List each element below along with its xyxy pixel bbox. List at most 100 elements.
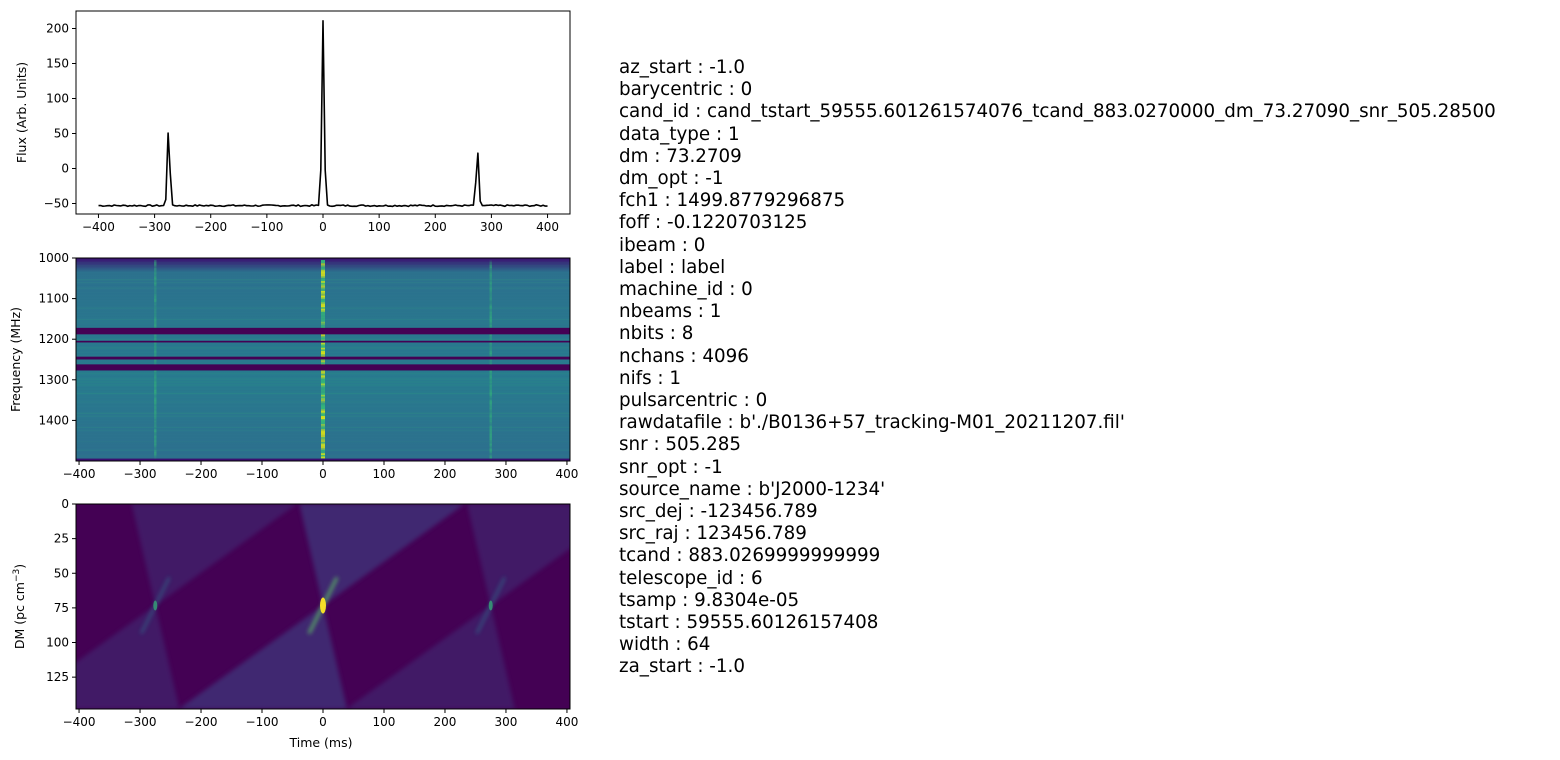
frequency-pulse-streak xyxy=(321,349,325,353)
frequency-pulse-streak xyxy=(154,302,157,306)
parameter-line: tstart : 59555.60126157408 xyxy=(619,612,879,634)
frequency-pulse-streak xyxy=(489,438,492,442)
frequency-pulse-streak xyxy=(321,445,325,449)
frequency-pulse-streak xyxy=(321,380,325,384)
frequency-pulse-streak xyxy=(489,450,492,454)
frequency-pulse-streak xyxy=(489,456,492,460)
frequency-pulse-streak xyxy=(489,420,492,425)
frequency-pulse-streak xyxy=(489,453,492,457)
parameter-line: dm : 73.2709 xyxy=(619,145,742,167)
frequency-pulse-streak xyxy=(321,427,325,431)
parameter-line: dm_opt : -1 xyxy=(619,168,724,190)
frequency-pulse-streak xyxy=(154,427,157,431)
frequency-pulse-streak xyxy=(321,417,325,421)
frequency-pulse-streak xyxy=(154,342,157,347)
frequency-channel-row xyxy=(76,401,570,403)
frequency-x-tick-label: −100 xyxy=(246,467,279,481)
frequency-pulse-streak xyxy=(321,342,325,347)
frequency-pulse-streak xyxy=(489,424,492,428)
frequency-pulse-streak xyxy=(321,383,325,387)
frequency-pulse-streak xyxy=(489,440,492,444)
timeseries-x-tick-label: 400 xyxy=(536,220,559,234)
frequency-pulse-streak xyxy=(154,456,157,460)
frequency-pulse-streak xyxy=(321,454,325,459)
frequency-pulse-streak xyxy=(489,341,492,345)
frequency-pulse-streak xyxy=(321,448,325,452)
frequency-pulse-streak xyxy=(154,260,157,264)
frequency-pulse-streak xyxy=(154,300,157,304)
frequency-pulse-streak xyxy=(489,261,492,265)
timeseries-y-tick-label: 100 xyxy=(46,92,69,106)
frequency-pulse-streak xyxy=(321,263,325,267)
frequency-pulse-streak xyxy=(489,432,492,436)
frequency-pulse-streak xyxy=(154,399,157,403)
frequency-pulse-streak xyxy=(154,430,157,434)
frequency-pulse-streak xyxy=(489,414,492,418)
parameter-line: nchans : 4096 xyxy=(619,345,749,367)
frequency-pulse-streak xyxy=(489,445,492,449)
frequency-pulse-streak xyxy=(154,424,157,428)
dm-ylabel-sup: −3 xyxy=(12,569,22,582)
frequency-pulse-streak xyxy=(154,352,157,356)
timeseries-x-tick-label: 300 xyxy=(480,220,503,234)
frequency-pulse-streak xyxy=(154,313,157,317)
frequency-pulse-streak xyxy=(321,344,325,348)
frequency-pulse-streak xyxy=(154,287,157,291)
frequency-pulse-streak xyxy=(489,289,492,293)
frequency-pulse-streak xyxy=(321,385,325,389)
frequency-pulse-streak xyxy=(154,435,157,439)
frequency-pulse-streak xyxy=(321,424,325,428)
timeseries-y-ticks: −50 0 50 100 150 200 xyxy=(44,22,76,211)
frequency-pulse-streak xyxy=(154,450,157,454)
frequency-pulse-streak xyxy=(154,448,157,452)
frequency-x-tick-label: 400 xyxy=(555,467,578,481)
frequency-pulse-streak xyxy=(321,286,325,290)
parameter-line: tsamp : 9.8304e-05 xyxy=(619,589,800,611)
frequency-pulse-streak xyxy=(321,260,325,264)
frequency-pulse-streak xyxy=(321,428,325,433)
parameter-line: nifs : 1 xyxy=(619,367,682,389)
frequency-pulse-streak xyxy=(154,401,157,405)
frequency-pulse-streak xyxy=(489,344,492,348)
frequency-x-tick-label: −300 xyxy=(124,467,157,481)
frequency-pulse-streak xyxy=(154,407,157,412)
frequency-pulse-streak xyxy=(154,263,157,267)
frequency-pulse-streak xyxy=(154,373,157,377)
frequency-pulse-streak xyxy=(154,445,157,449)
timeseries-x-tick-label: −400 xyxy=(82,220,115,234)
frequency-pulse-streak xyxy=(154,441,157,446)
frequency-pulse-streak xyxy=(489,389,492,394)
frequency-pulse-streak xyxy=(321,290,325,295)
frequency-pulse-streak xyxy=(321,274,325,278)
frequency-pulse-streak xyxy=(154,341,157,345)
frequency-pulse-streak xyxy=(154,420,157,425)
frequency-pulse-streak xyxy=(321,370,325,374)
frequency-pulse-streak xyxy=(489,302,492,306)
frequency-pulse-streak xyxy=(489,406,492,410)
frequency-pulse-streak xyxy=(489,295,492,299)
frequency-pulse-streak xyxy=(321,321,325,325)
frequency-pulse-streak xyxy=(321,422,325,426)
frequency-masked-band xyxy=(76,356,570,360)
timeseries-y-tick-label: 0 xyxy=(61,162,69,176)
frequency-pulse-streak xyxy=(154,266,157,270)
frequency-pulse-streak xyxy=(321,269,325,273)
dm-butterfly-wing xyxy=(467,504,570,606)
dm-panel: −400 −300 −200 −100 0 100 200 300 400 0 25 50 75 100… xyxy=(12,497,578,750)
frequency-y-tick-label: 1300 xyxy=(38,373,69,387)
frequency-pulse-streak xyxy=(321,284,325,288)
parameter-line: barycentric : 0 xyxy=(619,79,753,101)
frequency-pulse-streak xyxy=(489,370,492,374)
frequency-pulse-streak xyxy=(321,323,325,327)
frequency-pulse-streak xyxy=(489,383,492,387)
frequency-pulse-streak xyxy=(489,260,492,264)
frequency-pulse-streak xyxy=(154,412,157,416)
frequency-pulse-streak xyxy=(154,299,157,303)
frequency-pulse-streak xyxy=(321,399,325,403)
frequency-pulse-streak xyxy=(321,277,325,282)
frequency-pulse-streak xyxy=(489,347,492,351)
frequency-pulse-streak xyxy=(321,453,325,457)
frequency-pulse-streak xyxy=(154,315,157,319)
frequency-pulse-streak xyxy=(489,412,492,416)
frequency-pulse-streak xyxy=(154,381,157,386)
